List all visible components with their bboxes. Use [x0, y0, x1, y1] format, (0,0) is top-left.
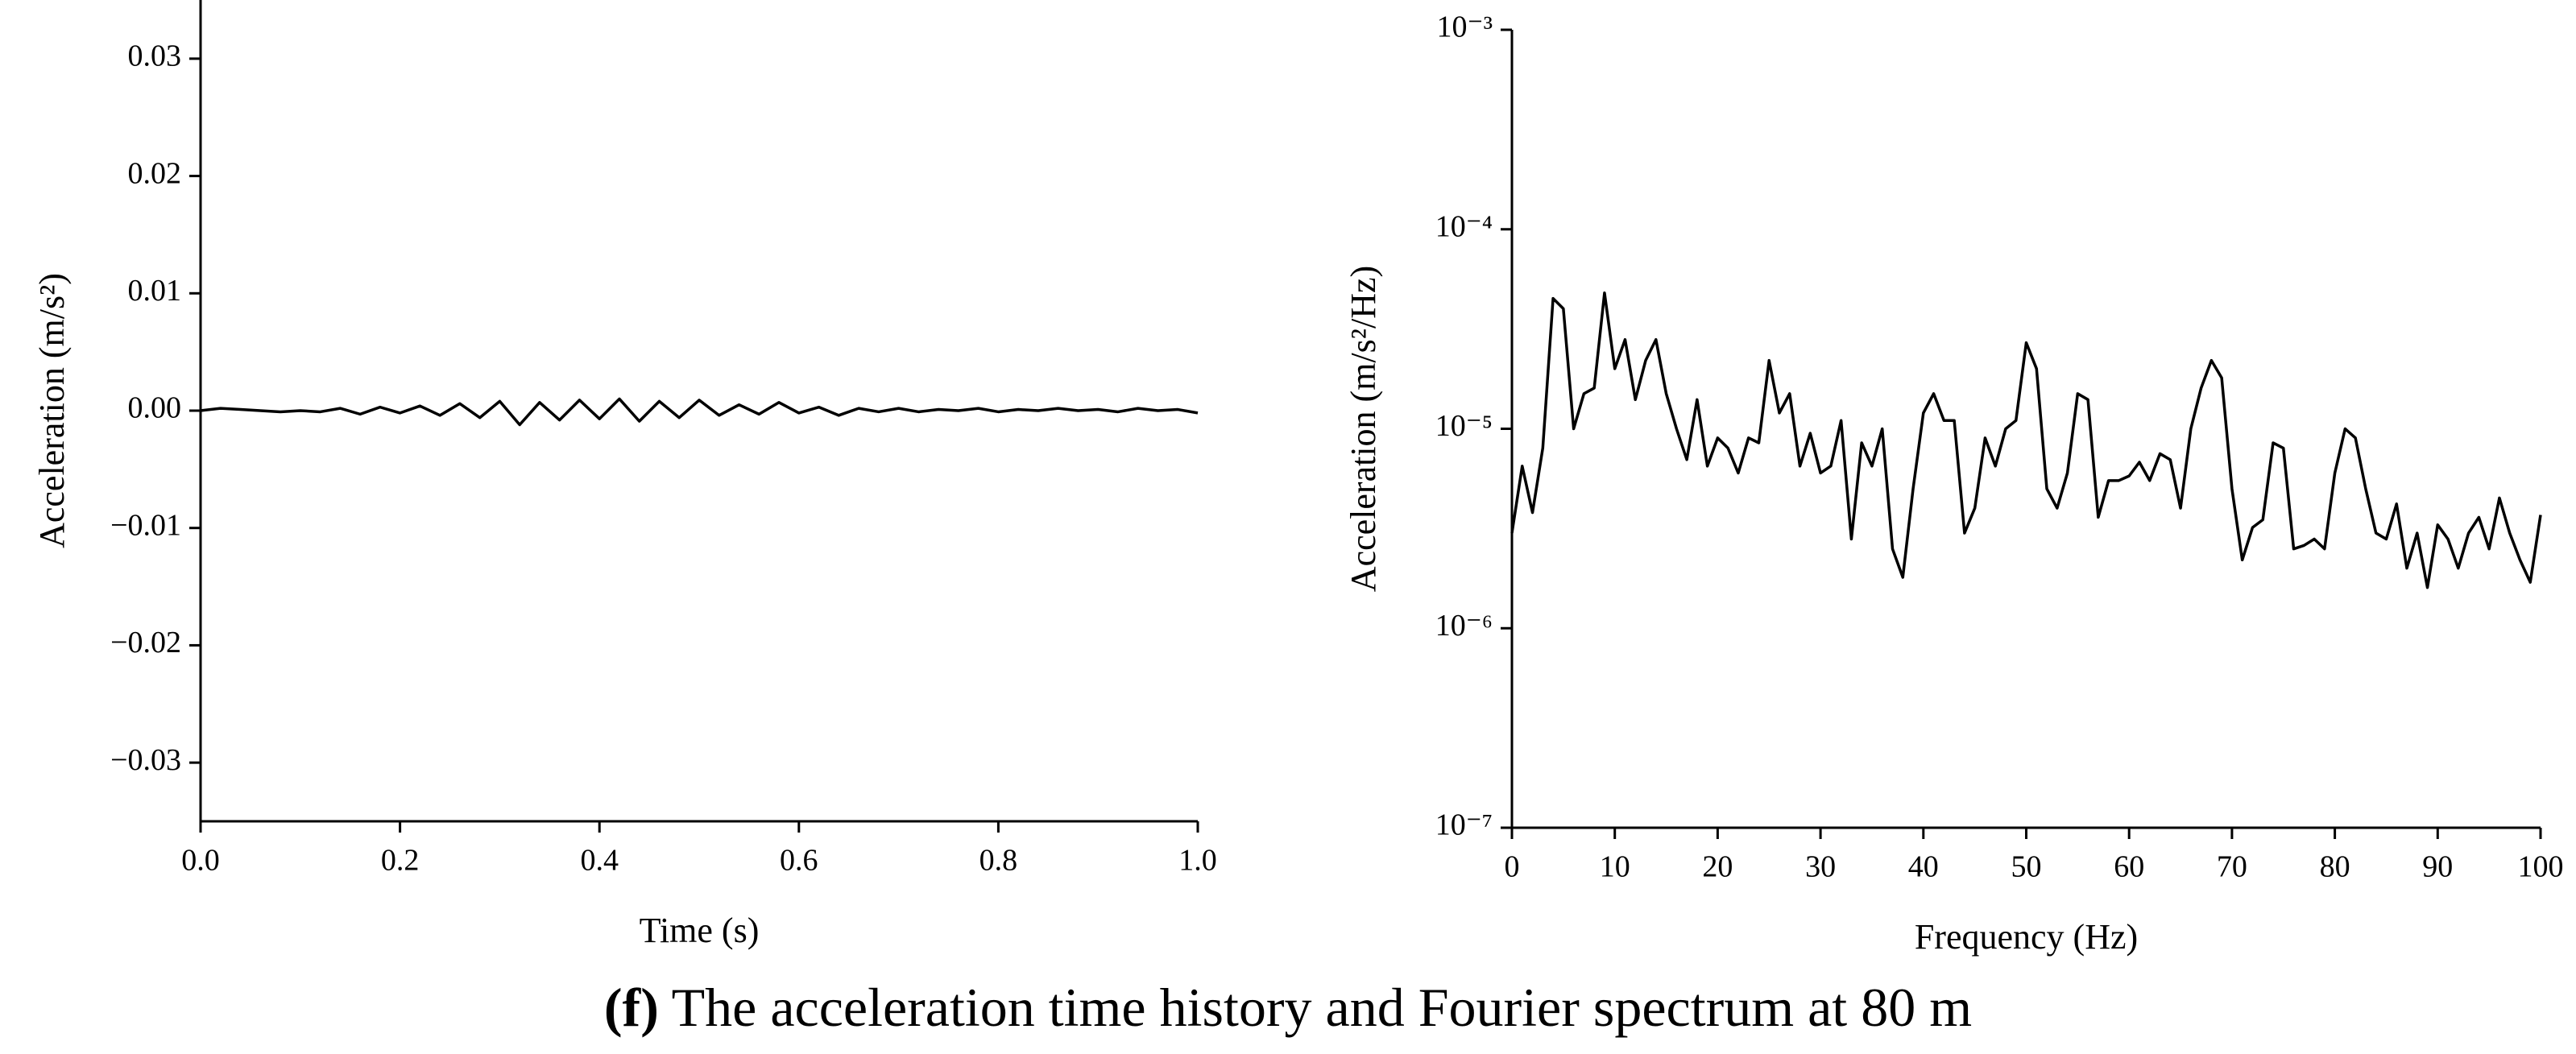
caption: (f) The acceleration time history and Fo…	[604, 977, 1972, 1038]
y-tick-label: 10⁻⁴	[1435, 209, 1493, 243]
x-tick-label: 0.0	[181, 844, 220, 878]
x-axis-label: Time (s)	[640, 911, 760, 950]
x-tick-label: 0	[1505, 850, 1520, 884]
y-tick-label: 10⁻⁶	[1435, 609, 1493, 643]
x-tick-label: 0.8	[979, 844, 1018, 878]
y-axis-label: Acceleration (m/s²/Hz)	[1344, 266, 1383, 592]
y-axis-label: Acceleration (m/s²)	[32, 273, 72, 548]
caption-label: (f)	[604, 977, 659, 1038]
x-tick-label: 100	[2518, 850, 2564, 884]
x-tick-label: 1.0	[1178, 844, 1217, 878]
x-tick-label: 80	[2320, 850, 2350, 884]
y-tick-label: 0.02	[128, 156, 182, 190]
x-tick-label: 30	[1805, 850, 1836, 884]
data-line	[1510, 291, 2542, 589]
x-tick-label: 0.2	[381, 844, 420, 878]
x-axis-label: Frequency (Hz)	[1915, 917, 2138, 957]
x-tick-label: 40	[1908, 850, 1939, 884]
y-tick-label: 0.03	[128, 39, 182, 73]
x-tick-label: 60	[2114, 850, 2144, 884]
x-tick-label: 10	[1600, 850, 1630, 884]
x-tick-label: 0.6	[780, 844, 818, 878]
y-tick-label: −0.02	[110, 626, 181, 659]
x-tick-label: 0.4	[580, 844, 619, 878]
data-line	[200, 397, 1199, 427]
caption-text: The acceleration time history and Fourie…	[672, 977, 1972, 1038]
y-tick-label: 10⁻⁷	[1435, 808, 1493, 842]
x-tick-label: 70	[2217, 850, 2247, 884]
y-tick-label: −0.03	[110, 743, 181, 777]
y-tick-label: 10⁻³	[1437, 10, 1493, 44]
y-tick-label: 0.00	[128, 391, 182, 425]
x-tick-label: 50	[2011, 850, 2042, 884]
x-tick-label: 90	[2422, 850, 2453, 884]
y-tick-label: −0.01	[110, 508, 181, 542]
y-tick-label: 10⁻⁵	[1435, 409, 1493, 443]
y-tick-label: 0.01	[128, 274, 182, 308]
x-tick-label: 20	[1702, 850, 1733, 884]
